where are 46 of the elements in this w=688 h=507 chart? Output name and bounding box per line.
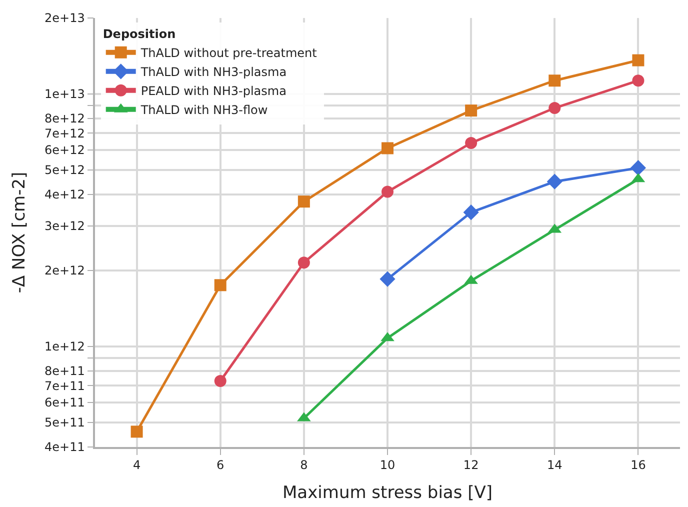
point — [298, 256, 310, 269]
x-tick-label: 16 — [630, 458, 646, 472]
x-tick-label: 12 — [463, 458, 479, 472]
legend-label: ThALD without pre-treatment — [140, 46, 318, 60]
y-tick-label: 6e+11 — [44, 396, 85, 410]
legend-label: ThALD with NH3-flow — [140, 103, 268, 118]
x-tick-label: 4 — [132, 458, 141, 472]
y-tick-label: 7e+12 — [44, 126, 85, 140]
point — [382, 142, 394, 154]
y-tick-label: 4e+11 — [44, 440, 85, 454]
x-tick-label: 6 — [216, 458, 224, 472]
point — [546, 174, 562, 190]
point — [463, 204, 479, 220]
point — [632, 54, 644, 66]
legend-label: PEALD with NH3-plasma — [140, 84, 286, 98]
point — [548, 102, 561, 114]
point — [548, 74, 561, 87]
x-tick-label: 8 — [300, 458, 308, 472]
y-tick-label: 1e+12 — [44, 340, 85, 354]
y-tick-label: 4e+12 — [44, 188, 85, 202]
point — [465, 136, 478, 149]
y-tick-label: 8e+12 — [44, 112, 85, 126]
point — [382, 186, 394, 198]
point — [632, 74, 644, 87]
point — [214, 375, 226, 388]
x-tick-label: 14 — [547, 458, 562, 472]
y-tick-label: 5e+12 — [44, 163, 85, 178]
y-tick-label: 2e+13 — [44, 11, 85, 26]
y-tick-label: 5e+11 — [44, 416, 85, 430]
y-tick-label: 7e+11 — [44, 378, 85, 393]
point — [298, 196, 310, 208]
point — [130, 426, 143, 438]
x-axis-title: Maximum stress bias [V] — [282, 483, 492, 504]
x-tick-label: 10 — [380, 458, 396, 472]
y-tick-label: 2e+12 — [44, 264, 85, 278]
y-tick-label: 6e+12 — [44, 143, 85, 158]
point — [380, 271, 396, 287]
legend-title: Deposition — [102, 26, 176, 41]
y-tick-label: 8e+11 — [44, 364, 85, 378]
point — [630, 160, 646, 176]
point — [214, 279, 226, 292]
y-axis-title: -Δ NOX [cm-2] — [10, 172, 30, 294]
y-tick-label: 1e+13 — [44, 87, 85, 102]
point — [465, 104, 478, 117]
legend-label: ThALD with NH3-plasma — [140, 65, 287, 80]
y-tick-label: 3e+12 — [44, 219, 85, 234]
